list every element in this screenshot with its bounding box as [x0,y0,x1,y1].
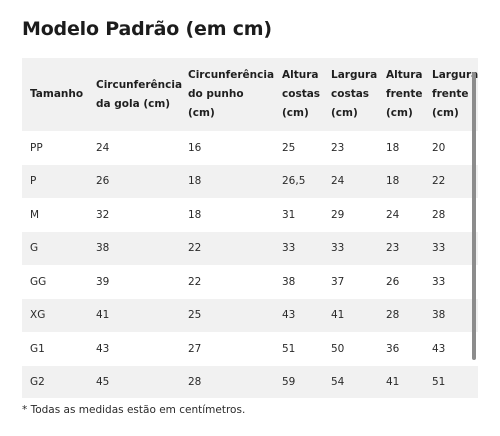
cell-back-height: 33 [282,242,296,255]
cell-front-width: 33 [432,275,446,288]
cell-collar: 41 [96,309,110,322]
size-table: Tamanho Circunferência da gola (cm) Circ… [22,58,478,398]
cell-back-height: 43 [282,309,296,322]
cell-size: PP [30,141,43,154]
cell-front-height: 23 [386,242,400,255]
cell-back-height: 59 [282,376,296,389]
cell-front-width: 28 [432,208,446,221]
header-collar: Circunferência da gola (cm) [96,78,183,110]
cell-back-height: 25 [282,141,296,154]
table-header: Tamanho Circunferência da gola (cm) Circ… [22,58,478,131]
cell-cuff: 22 [188,242,202,255]
header-row: Tamanho Circunferência da gola (cm) Circ… [22,58,478,131]
cell-cuff: 16 [188,141,202,154]
cell-collar: 32 [96,208,110,221]
header-size: Tamanho [30,88,84,100]
footnote: * Todas as medidas estão em centímetros. [22,404,246,416]
header-front-height: Altura frente (cm) [386,69,423,119]
cell-cuff: 22 [188,275,202,288]
cell-size: XG [30,309,46,322]
cell-collar: 45 [96,376,110,389]
cell-front-width: 38 [432,309,446,322]
cell-back-width: 41 [331,309,345,322]
cell-size: M [30,208,40,221]
cell-back-width: 37 [331,275,345,288]
table-row: G1 43 27 51 50 36 43 [22,332,478,366]
cell-front-width: 22 [432,175,446,188]
cell-size: GG [30,275,47,288]
cell-size: P [30,175,37,188]
cell-back-height: 31 [282,208,296,221]
cell-collar: 43 [96,342,110,355]
cell-cuff: 28 [188,376,202,389]
cell-cuff: 27 [188,342,202,355]
cell-back-width: 33 [331,242,345,255]
table-row: G2 45 28 59 54 41 51 [22,365,478,398]
cell-front-height: 18 [386,175,400,188]
cell-back-height: 26,5 [282,175,306,188]
cell-cuff: 18 [188,175,202,188]
vertical-scrollbar[interactable] [471,58,477,398]
cell-collar: 38 [96,242,110,255]
header-back-height: Altura costas (cm) [282,69,321,119]
cell-front-height: 41 [386,376,400,389]
page-title: Modelo Padrão (em cm) [22,18,272,40]
table-body: PP 24 16 25 23 18 20 P 26 18 26,5 24 18 … [22,131,478,398]
cell-collar: 39 [96,275,110,288]
cell-back-width: 50 [331,342,345,355]
scrollbar-thumb[interactable] [472,72,476,360]
cell-back-width: 29 [331,208,345,221]
table-row: XG 41 25 43 41 28 38 [22,298,478,332]
table-row: GG 39 22 38 37 26 33 [22,265,478,299]
cell-front-height: 28 [386,309,400,322]
cell-size: G2 [30,376,45,389]
header-back-width: Largura costas (cm) [331,69,378,119]
cell-back-width: 54 [331,376,345,389]
cell-front-width: 51 [432,376,446,389]
header-cuff: Circunferência do punho (cm) [188,69,275,119]
cell-front-height: 36 [386,342,400,355]
cell-back-width: 24 [331,175,345,188]
cell-front-height: 26 [386,275,400,288]
table-row: M 32 18 31 29 24 28 [22,198,478,232]
size-table-container[interactable]: Tamanho Circunferência da gola (cm) Circ… [22,58,478,398]
table-row: P 26 18 26,5 24 18 22 [22,164,478,198]
cell-collar: 26 [96,175,110,188]
cell-cuff: 25 [188,309,202,322]
cell-size: G1 [30,342,45,355]
cell-front-width: 43 [432,342,446,355]
cell-back-height: 51 [282,342,296,355]
cell-front-width: 33 [432,242,446,255]
cell-back-width: 23 [331,141,345,154]
cell-cuff: 18 [188,208,202,221]
cell-back-height: 38 [282,275,296,288]
header-front-width: Largura frente (cm) [432,69,478,119]
cell-collar: 24 [96,141,110,154]
table-row: PP 24 16 25 23 18 20 [22,131,478,165]
cell-front-height: 24 [386,208,400,221]
cell-front-width: 20 [432,141,446,154]
cell-front-height: 18 [386,141,400,154]
table-row: G 38 22 33 33 23 33 [22,231,478,265]
cell-size: G [30,242,39,255]
